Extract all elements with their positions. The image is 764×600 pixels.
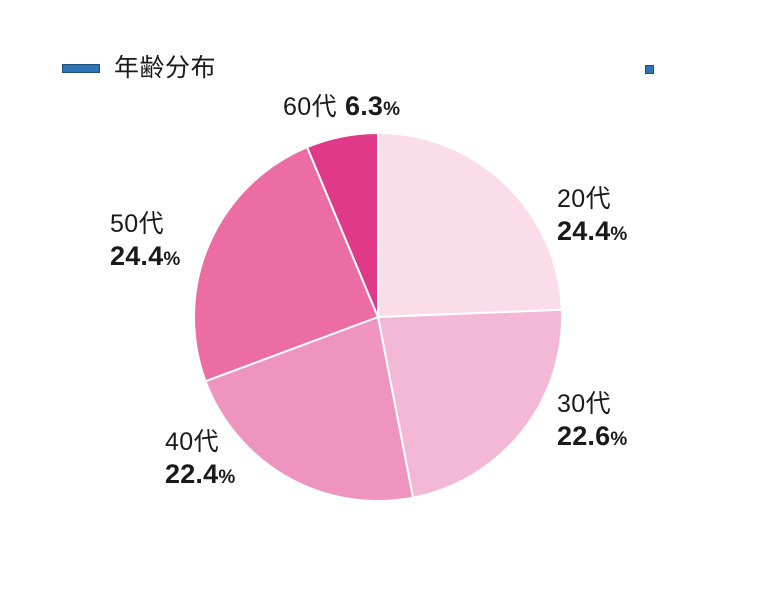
- data-label-30dai-value: 22.6: [557, 420, 611, 451]
- pie-slice-20代[interactable]: [377, 132, 563, 318]
- legend-color-swatch-icon: [62, 64, 100, 73]
- pie-svg: [193, 132, 563, 502]
- chart-legend: 年齢分布: [62, 56, 216, 81]
- data-label-50dai-percent-sign: %: [163, 248, 181, 270]
- legend-label: 年齢分布: [114, 54, 217, 82]
- pie-slice-40代[interactable]: [204, 316, 415, 502]
- data-label-60dai-percent-sign: %: [383, 99, 401, 120]
- data-label-30dai-category: 30代: [557, 390, 612, 418]
- data-label-20dai-category: 20代: [557, 185, 612, 213]
- data-label-60dai-value: 6.3: [345, 91, 384, 121]
- data-label-50dai: 50代 24.4%: [110, 209, 180, 272]
- pie-chart: [193, 132, 563, 502]
- data-label-20dai-value: 24.4: [557, 215, 611, 246]
- corner-square-marker-icon: [645, 65, 654, 74]
- data-label-60dai-category: 60代: [283, 93, 338, 121]
- data-label-40dai-value: 22.4: [165, 458, 219, 489]
- data-label-40dai-percent-sign: %: [218, 466, 236, 488]
- pie-slice-50代[interactable]: [193, 146, 379, 383]
- data-label-20dai: 20代 24.4%: [557, 184, 627, 247]
- data-label-50dai-value: 24.4: [110, 240, 164, 271]
- data-label-40dai-category: 40代: [165, 428, 220, 456]
- data-label-60dai: 60代 6.3%: [283, 90, 400, 123]
- data-label-20dai-percent-sign: %: [610, 223, 628, 245]
- pie-slice-30代[interactable]: [377, 308, 563, 499]
- pie-slice-60代[interactable]: [306, 132, 379, 318]
- data-label-30dai-percent-sign: %: [610, 428, 628, 450]
- data-label-40dai: 40代 22.4%: [165, 427, 235, 490]
- data-label-50dai-category: 50代: [110, 210, 165, 238]
- pie-slice-group: [193, 132, 563, 502]
- data-label-30dai: 30代 22.6%: [557, 389, 627, 452]
